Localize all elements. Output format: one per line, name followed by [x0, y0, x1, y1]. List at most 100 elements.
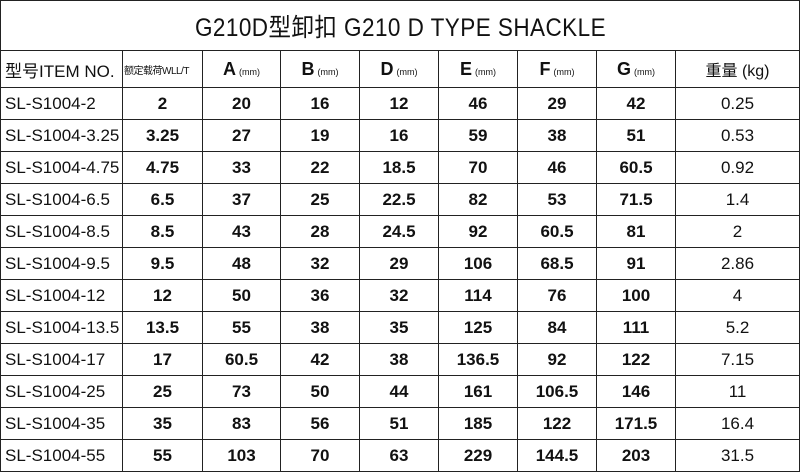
table-cell: 70 — [280, 439, 360, 472]
table-row: SL-S1004-12 12 50 36 32 114 76 100 4 — [0, 279, 800, 312]
column-header: E (mm) — [438, 50, 518, 88]
table-cell: SL-S1004-3.25 — [0, 119, 123, 152]
table-cell: 60.5 — [202, 343, 281, 376]
column-header-label: 型号ITEM NO. — [5, 61, 115, 81]
table-cell: 2.86 — [674, 247, 800, 280]
table-cell: 22.5 — [359, 183, 439, 216]
table-cell: 0.92 — [674, 151, 800, 184]
table-cell: 81 — [596, 215, 676, 248]
table-cell: 35 — [122, 407, 203, 440]
table-cell: 42 — [596, 87, 676, 120]
table-cell: 12 — [359, 87, 439, 120]
table-cell: 106 — [438, 247, 518, 280]
column-header: 型号ITEM NO. — [0, 50, 123, 88]
table-cell: SL-S1004-12 — [0, 279, 123, 312]
table-cell: 48 — [202, 247, 281, 280]
table-cell: 4 — [674, 279, 800, 312]
table-cell: 161 — [438, 375, 518, 408]
table-cell: 25 — [280, 183, 360, 216]
column-header-label: 重量 (kg) — [705, 63, 770, 80]
table-cell: 114 — [438, 279, 518, 312]
column-header-unit: (mm) — [475, 66, 496, 77]
table-cell: 24.5 — [359, 215, 439, 248]
table-cell: 44 — [359, 375, 439, 408]
table-cell: 38 — [517, 119, 597, 152]
table-row: SL-S1004-4.75 4.75 33 22 18.5 70 46 60.5 0.92 — [0, 151, 800, 184]
table-cell: 51 — [359, 407, 439, 440]
table-cell: 63 — [359, 439, 439, 472]
table-cell: 171.5 — [596, 407, 676, 440]
table-cell: 25 — [122, 375, 203, 408]
table-cell: 32 — [280, 247, 360, 280]
table-cell: 16 — [359, 119, 439, 152]
table-cell: 7.15 — [674, 343, 800, 376]
table-cell: 0.25 — [674, 87, 800, 120]
table-cell: 229 — [438, 439, 518, 472]
column-header: D (mm) — [359, 50, 439, 88]
table-cell: 29 — [517, 87, 597, 120]
table-cell: 16.4 — [674, 407, 800, 440]
table-cell: 144.5 — [517, 439, 597, 472]
table-cell: 35 — [359, 311, 439, 344]
table-cell: 203 — [596, 439, 676, 472]
table-cell: 46 — [517, 151, 597, 184]
table-cell: 55 — [122, 439, 203, 472]
table-cell: 42 — [280, 343, 360, 376]
table-cell: 92 — [517, 343, 597, 376]
table-cell: SL-S1004-35 — [0, 407, 123, 440]
table-cell: 82 — [438, 183, 518, 216]
column-header: B (mm) — [280, 50, 360, 88]
table-cell: 28 — [280, 215, 360, 248]
table-cell: 100 — [596, 279, 676, 312]
table-cell: 20 — [202, 87, 281, 120]
table-cell: SL-S1004-2 — [0, 87, 123, 120]
table-cell: 103 — [202, 439, 281, 472]
table-row: SL-S1004-8.5 8.5 43 28 24.5 92 60.5 81 2 — [0, 215, 800, 248]
table-cell: SL-S1004-9.5 — [0, 247, 123, 280]
table-cell: 16 — [280, 87, 360, 120]
table-cell: 31.5 — [674, 439, 800, 472]
table-cell: 71.5 — [596, 183, 676, 216]
table-cell: 4.75 — [122, 151, 203, 184]
column-header-label: F — [539, 58, 551, 79]
table-cell: 19 — [280, 119, 360, 152]
table-cell: SL-S1004-55 — [0, 439, 123, 472]
column-header-label: 额定载荷WLL/T — [124, 65, 189, 77]
table-row: SL-S1004-25 25 73 50 44 161 106.5 146 11 — [0, 375, 800, 408]
table-cell: 53 — [517, 183, 597, 216]
column-header-label: D — [380, 58, 394, 79]
header-row: 型号ITEM NO. 额定载荷WLL/T A (mm) B (mm) D (mm) E (mm) F… — [0, 50, 800, 88]
table-cell: 13.5 — [122, 311, 203, 344]
table-cell: SL-S1004-17 — [0, 343, 123, 376]
table-cell: 2 — [674, 215, 800, 248]
table-cell: 9.5 — [122, 247, 203, 280]
table-cell: SL-S1004-25 — [0, 375, 123, 408]
table-cell: 146 — [596, 375, 676, 408]
table-row: SL-S1004-3.25 3.25 27 19 16 59 38 51 0.53 — [0, 119, 800, 152]
table-cell: 0.53 — [674, 119, 800, 152]
table-cell: 8.5 — [122, 215, 203, 248]
column-header-unit: (mm) — [239, 66, 260, 77]
table-cell: 1.4 — [674, 183, 800, 216]
table-cell: 17 — [122, 343, 203, 376]
table-cell: SL-S1004-13.5 — [0, 311, 123, 344]
table-row: SL-S1004-17 17 60.5 42 38 136.5 92 122 7.15 — [0, 343, 800, 376]
table-cell: 37 — [202, 183, 281, 216]
table-cell: 18.5 — [359, 151, 439, 184]
table-cell: 50 — [202, 279, 281, 312]
table-cell: 92 — [438, 215, 518, 248]
table-cell: 73 — [202, 375, 281, 408]
table-cell: 122 — [517, 407, 597, 440]
table-cell: 60.5 — [596, 151, 676, 184]
table-cell: 11 — [674, 375, 800, 408]
table-cell: 125 — [438, 311, 518, 344]
table-cell: 51 — [596, 119, 676, 152]
column-header-label: B — [301, 58, 315, 79]
column-header-label: E — [459, 58, 472, 79]
table-title: G210D型卸扣 G210 D TYPE SHACKLE — [40, 0, 761, 51]
table-cell: 59 — [438, 119, 518, 152]
table-cell: 185 — [438, 407, 518, 440]
table-cell: 43 — [202, 215, 281, 248]
table-cell: 106.5 — [517, 375, 597, 408]
